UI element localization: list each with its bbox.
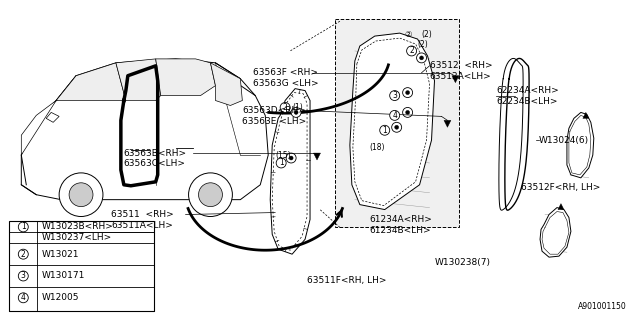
Text: 61234A<RH>: 61234A<RH>: [370, 215, 433, 224]
Polygon shape: [558, 204, 564, 210]
Circle shape: [395, 125, 399, 129]
Text: W130238(7): W130238(7): [435, 258, 490, 267]
Text: 1: 1: [382, 126, 387, 135]
Circle shape: [406, 110, 410, 114]
Polygon shape: [314, 153, 321, 160]
Text: (2): (2): [422, 30, 432, 39]
Text: 1: 1: [21, 222, 26, 231]
Text: 2: 2: [409, 46, 414, 55]
Text: 63563G <LH>: 63563G <LH>: [253, 79, 319, 88]
Polygon shape: [350, 33, 435, 210]
Text: 62234A<RH>: 62234A<RH>: [496, 86, 559, 95]
Text: 4: 4: [21, 293, 26, 302]
Polygon shape: [46, 112, 59, 122]
Circle shape: [69, 183, 93, 207]
Text: W13024(6): W13024(6): [539, 136, 589, 145]
Circle shape: [198, 183, 223, 207]
Bar: [10, 221, 154, 311]
Circle shape: [420, 56, 424, 60]
Text: W130237<LH>: W130237<LH>: [41, 233, 111, 242]
Circle shape: [417, 53, 426, 63]
Circle shape: [19, 293, 28, 303]
Text: ②: ②: [405, 30, 412, 39]
Text: 61234B<LH>: 61234B<LH>: [370, 226, 431, 235]
Text: W12005: W12005: [41, 293, 79, 302]
Text: A901001150: A901001150: [578, 302, 627, 311]
Polygon shape: [567, 112, 594, 178]
Circle shape: [403, 108, 413, 117]
Text: 63512F<RH, LH>: 63512F<RH, LH>: [521, 183, 600, 192]
Text: 3: 3: [392, 91, 397, 100]
Text: 62234B<LH>: 62234B<LH>: [496, 97, 557, 106]
Circle shape: [289, 156, 293, 160]
Circle shape: [380, 125, 390, 135]
Circle shape: [406, 46, 417, 56]
Text: (1): (1): [292, 103, 303, 112]
Text: 63563E <LH>: 63563E <LH>: [243, 117, 307, 126]
Circle shape: [19, 222, 28, 232]
Circle shape: [59, 173, 103, 217]
Text: 63512A<LH>: 63512A<LH>: [429, 72, 492, 81]
Text: 63563D<RH>: 63563D<RH>: [243, 106, 306, 115]
Text: (18): (18): [370, 143, 385, 152]
Circle shape: [294, 110, 298, 114]
Polygon shape: [21, 100, 56, 155]
Polygon shape: [583, 112, 589, 118]
Circle shape: [406, 91, 410, 95]
Polygon shape: [444, 120, 451, 127]
Text: W13021: W13021: [41, 250, 79, 259]
Circle shape: [291, 108, 301, 117]
Circle shape: [390, 91, 399, 100]
Polygon shape: [116, 59, 161, 100]
Circle shape: [19, 249, 28, 259]
Text: 63563B<RH>: 63563B<RH>: [124, 148, 187, 157]
Polygon shape: [452, 76, 459, 83]
Text: 1: 1: [279, 158, 284, 167]
Text: W13023B<RH>: W13023B<RH>: [41, 222, 113, 231]
Text: W130171: W130171: [41, 271, 84, 281]
Text: (2): (2): [417, 39, 428, 49]
Text: (15): (15): [275, 150, 291, 160]
Circle shape: [286, 153, 296, 163]
Bar: [335, 19, 460, 228]
Circle shape: [392, 122, 402, 132]
Polygon shape: [211, 63, 243, 106]
Polygon shape: [156, 59, 216, 96]
Text: 3: 3: [21, 271, 26, 281]
Text: 2: 2: [283, 103, 287, 112]
Circle shape: [19, 271, 28, 281]
Text: 63563C<LH>: 63563C<LH>: [124, 159, 186, 168]
Text: 4: 4: [392, 111, 397, 120]
Text: 63511A<LH>: 63511A<LH>: [111, 221, 173, 230]
Text: 2: 2: [21, 250, 26, 259]
Circle shape: [276, 158, 286, 168]
Circle shape: [403, 88, 413, 98]
Text: 63511F<RH, LH>: 63511F<RH, LH>: [307, 276, 387, 285]
Circle shape: [189, 173, 232, 217]
Circle shape: [390, 110, 399, 120]
Polygon shape: [56, 63, 126, 100]
Text: 63512  <RH>: 63512 <RH>: [429, 61, 492, 70]
Text: 63563F <RH>: 63563F <RH>: [253, 68, 318, 77]
Text: 63511  <RH>: 63511 <RH>: [111, 210, 173, 219]
Circle shape: [280, 102, 290, 112]
Polygon shape: [540, 208, 571, 257]
Polygon shape: [270, 89, 310, 254]
